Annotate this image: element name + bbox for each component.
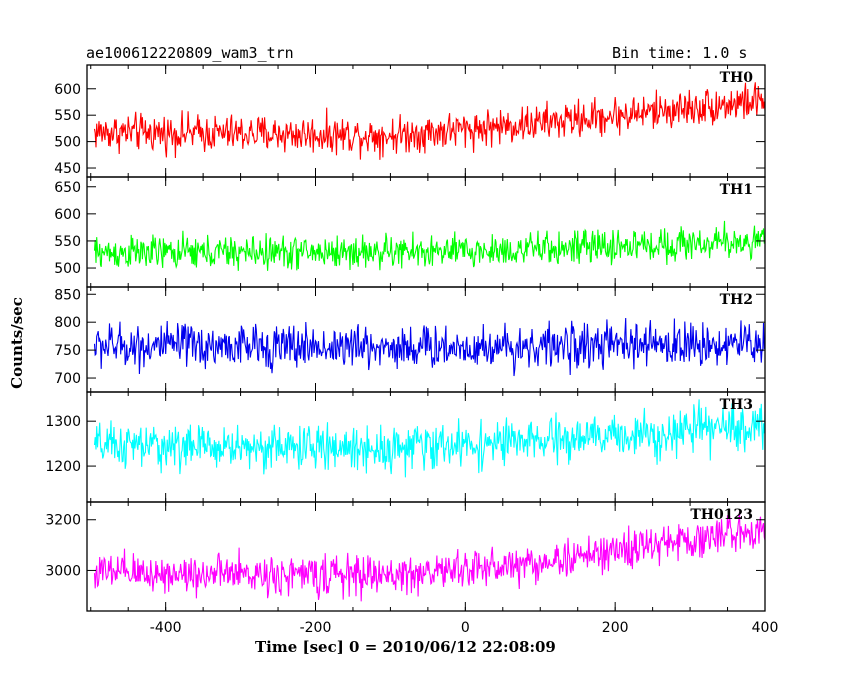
panel-frame-th1 [86, 176, 766, 288]
y-tick-label-th3: 1200 [45, 459, 81, 475]
bin-time-label: Bin time: 1.0 s [612, 44, 748, 62]
y-tick-label-th1: 600 [54, 207, 81, 223]
y-tick-label-th0: 550 [54, 108, 81, 124]
series-line-th0 [93, 82, 765, 160]
y-tick-label-th1: 650 [54, 180, 81, 196]
series-line-th2 [93, 317, 765, 377]
series-line-th3 [93, 399, 765, 478]
series-label-th2: TH2 [720, 292, 753, 308]
x-tick-label: -200 [300, 620, 332, 636]
series-line-th0123 [93, 511, 765, 602]
series-label-th3: TH3 [720, 397, 753, 413]
x-tick-label: -400 [150, 620, 182, 636]
x-tick-label: 200 [602, 620, 629, 636]
y-tick-label-th2: 750 [54, 343, 81, 359]
x-tick-label: 0 [461, 620, 470, 636]
y-tick-label-th0123: 3200 [45, 513, 81, 529]
x-tick-label: 400 [752, 620, 779, 636]
y-tick-label-th1: 550 [54, 234, 81, 250]
y-tick-label-th3: 1300 [45, 414, 81, 430]
observation-id-title: ae100612220809_wam3_trn [86, 44, 294, 62]
series-label-th0123: TH0123 [690, 507, 753, 523]
y-tick-label-th0: 500 [54, 135, 81, 151]
y-tick-label-th2: 800 [54, 315, 81, 331]
y-tick-label-th2: 850 [54, 287, 81, 303]
series-line-th1 [93, 220, 765, 271]
series-label-th1: TH1 [720, 182, 753, 198]
series-label-th0: TH0 [720, 70, 754, 86]
y-tick-label-th0123: 3000 [45, 563, 81, 579]
panel-frame-th0123 [86, 501, 766, 612]
y-tick-label-th1: 500 [54, 261, 81, 277]
y-tick-label-th2: 700 [54, 371, 81, 387]
x-axis-label: Time [sec] 0 = 2010/06/12 22:08:09 [255, 638, 556, 656]
y-axis-label: Counts/sec [8, 297, 26, 389]
y-tick-label-th0: 600 [54, 82, 81, 98]
y-tick-label-th0: 450 [54, 161, 81, 177]
